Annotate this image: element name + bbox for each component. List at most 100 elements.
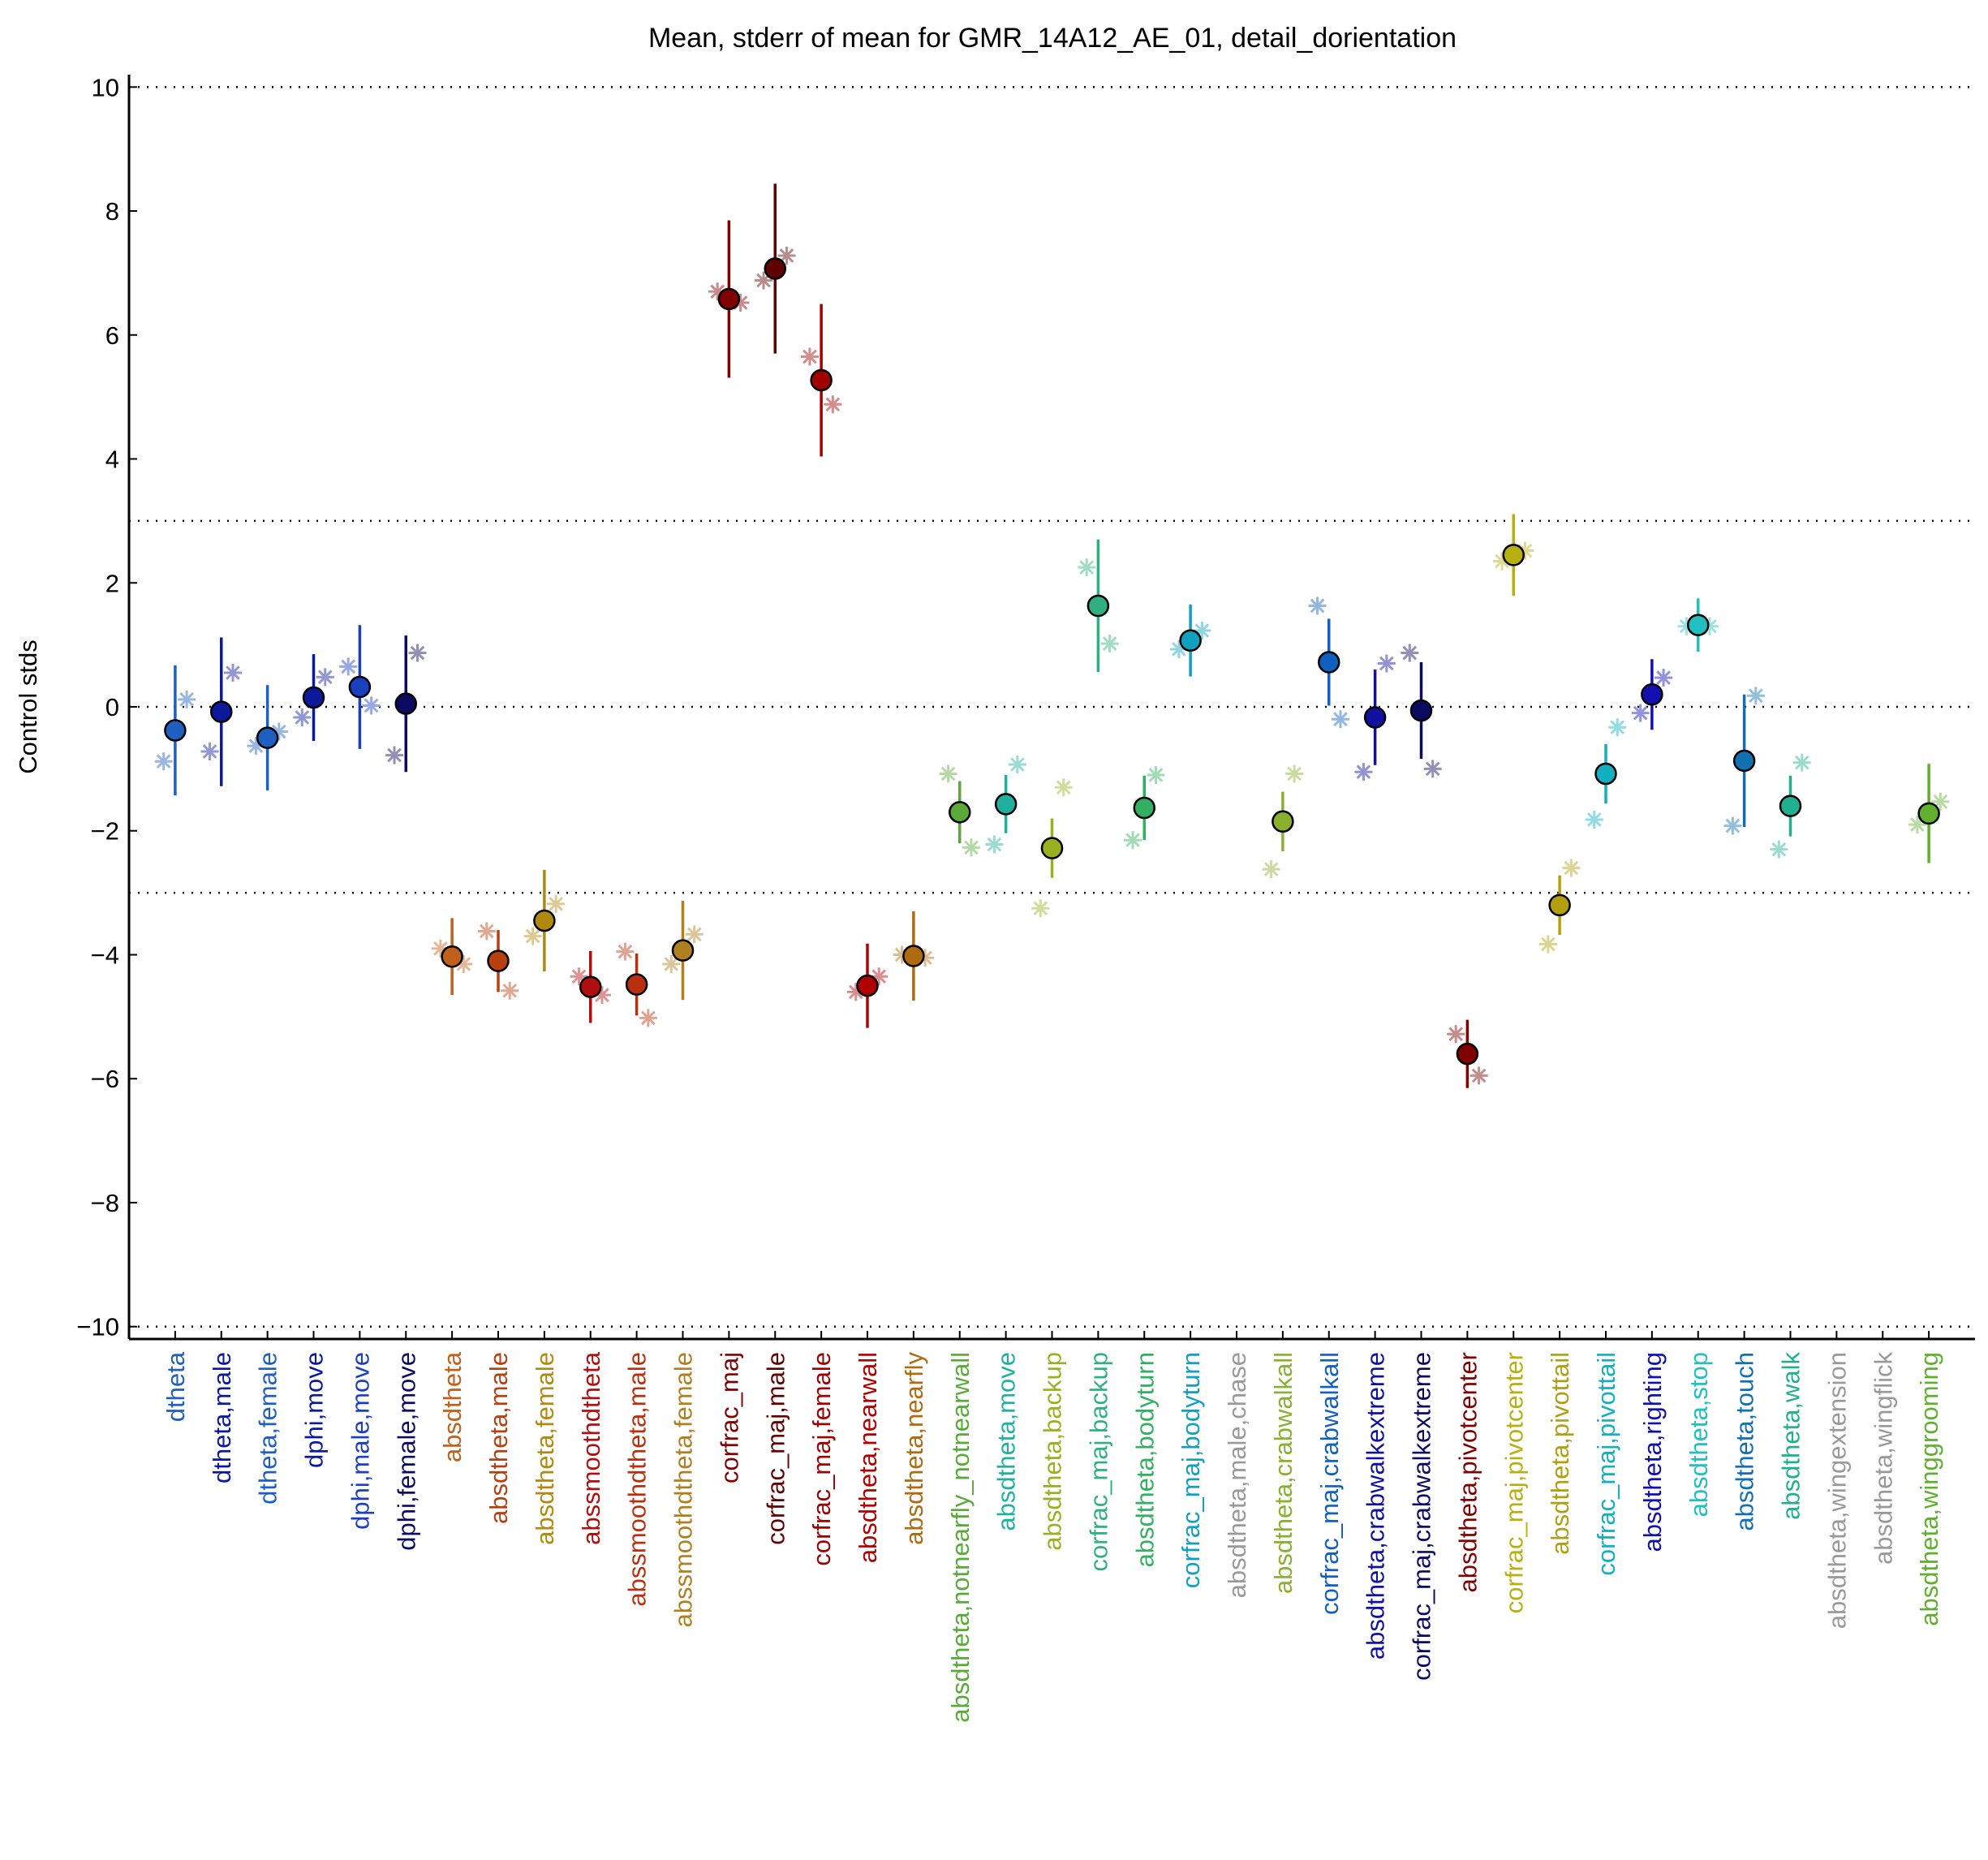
y-tick-label: 10 xyxy=(92,73,119,101)
sub-point xyxy=(154,752,173,771)
sub-point xyxy=(408,644,427,662)
x-tick-label: absdtheta,crabwalkall xyxy=(1269,1352,1297,1594)
sub-point-arm xyxy=(686,927,702,942)
x-tick-label: absdtheta,righting xyxy=(1638,1352,1667,1552)
y-tick-label: 0 xyxy=(105,693,119,721)
y-axis-label: Control stds xyxy=(14,639,42,773)
sub-point xyxy=(824,395,842,414)
sub-point-arm xyxy=(779,248,794,263)
sub-point xyxy=(1538,935,1557,954)
mean-marker xyxy=(671,939,695,962)
sub-point xyxy=(962,838,980,857)
sub-point-arm xyxy=(295,710,310,725)
sub-point xyxy=(1723,816,1742,835)
sub-point xyxy=(1308,596,1327,615)
mean-marker xyxy=(949,801,971,824)
mean-marker xyxy=(1779,794,1802,817)
mean-marker xyxy=(1917,802,1940,825)
sub-point xyxy=(1262,860,1280,879)
sub-point-arm xyxy=(1402,645,1418,661)
mean-marker xyxy=(1594,762,1617,786)
mean-marker xyxy=(1409,699,1433,722)
sub-point-arm xyxy=(364,698,379,713)
x-tick-label: dtheta xyxy=(161,1351,190,1422)
sub-point xyxy=(777,247,796,265)
sub-point xyxy=(1792,753,1811,772)
mean-marker xyxy=(1272,810,1294,833)
sub-point-arm xyxy=(525,928,540,944)
sub-point xyxy=(1100,635,1119,653)
sub-point xyxy=(1746,687,1765,705)
sub-point-arm xyxy=(1749,688,1763,704)
sub-point-arm xyxy=(571,969,587,984)
x-tick-label: abssmoothdtheta,male xyxy=(623,1352,652,1607)
y-tick-label: −10 xyxy=(76,1313,119,1341)
sub-point xyxy=(1585,810,1603,829)
sub-point-arm xyxy=(1010,757,1025,772)
sub-point xyxy=(1147,766,1165,785)
sub-point-arm xyxy=(1725,818,1741,833)
x-tick-label: absdtheta,stop xyxy=(1685,1352,1713,1517)
x-tick-label: corfrac_maj,pivottail xyxy=(1592,1352,1620,1576)
x-tick-label: absdtheta,wingflick xyxy=(1869,1352,1897,1565)
sub-point-arm xyxy=(456,957,471,971)
mean-marker xyxy=(1040,837,1064,859)
sub-point-arm xyxy=(825,397,841,412)
sub-point xyxy=(616,942,635,961)
sub-point-arm xyxy=(317,670,333,685)
x-tick-label: absdtheta,pivottail xyxy=(1546,1352,1574,1555)
sub-point-arm xyxy=(156,754,171,769)
x-tick-label: corfrac_maj,bodyturn xyxy=(1177,1352,1205,1588)
x-tick-label: corfrac_maj,male xyxy=(761,1352,790,1545)
sub-point-arm xyxy=(1079,560,1094,575)
mean-marker xyxy=(1548,893,1571,917)
mean-marker xyxy=(717,287,741,311)
sub-point-arm xyxy=(179,691,194,707)
mean-marker xyxy=(1087,594,1110,618)
y-tick-label: 4 xyxy=(105,446,119,474)
sub-point-arm xyxy=(410,645,425,661)
x-tick-label: absdtheta xyxy=(438,1351,467,1462)
sub-point xyxy=(1562,859,1581,877)
sub-point-arm xyxy=(595,988,609,1002)
sub-point xyxy=(1285,764,1304,783)
sub-point-arm xyxy=(1656,670,1671,685)
sub-point xyxy=(985,835,1004,854)
mean-marker xyxy=(764,257,786,280)
sub-point-arm xyxy=(1287,766,1302,781)
x-tick-label: dphi,male,move xyxy=(346,1352,374,1530)
x-tick-label: abssmoothdtheta,female xyxy=(669,1352,698,1628)
x-tick-label: corfrac_maj,backup xyxy=(1084,1352,1112,1572)
sub-point xyxy=(1354,763,1373,781)
sub-point-arm xyxy=(202,744,217,759)
sub-point-arm xyxy=(433,941,448,956)
sub-point xyxy=(1608,718,1627,737)
sub-point xyxy=(1078,558,1096,577)
sub-point xyxy=(1469,1066,1488,1085)
sub-point xyxy=(477,922,496,941)
x-tick-label: absdtheta,female xyxy=(531,1352,559,1545)
x-tick-label: absdtheta,male,chase xyxy=(1223,1352,1251,1598)
sub-point-arm xyxy=(803,349,817,364)
mean-marker xyxy=(1363,706,1387,729)
sub-point xyxy=(501,981,519,1000)
sub-point-arm xyxy=(1310,598,1325,614)
y-tick-label: −8 xyxy=(91,1189,119,1217)
sub-point xyxy=(1770,840,1788,859)
x-tick-label: dphi,female,move xyxy=(392,1352,420,1551)
x-tick-label: dphi,move xyxy=(300,1352,329,1468)
x-tick-label: absdtheta,touch xyxy=(1731,1352,1759,1531)
sub-point xyxy=(547,894,566,913)
sub-point xyxy=(939,764,957,783)
x-tick-label: dtheta,female xyxy=(254,1352,282,1505)
sub-point-arm xyxy=(1333,712,1348,727)
sub-point-arm xyxy=(1633,705,1648,721)
x-tick-label: corfrac_maj,crabwalkall xyxy=(1315,1352,1344,1615)
x-tick-label: absdtheta,male xyxy=(484,1352,513,1524)
mean-marker xyxy=(810,368,833,392)
sub-point-arm xyxy=(710,284,725,299)
x-tick-label: absdtheta,move xyxy=(992,1352,1021,1531)
sub-point xyxy=(1377,654,1396,673)
sub-point-arm xyxy=(479,924,494,939)
